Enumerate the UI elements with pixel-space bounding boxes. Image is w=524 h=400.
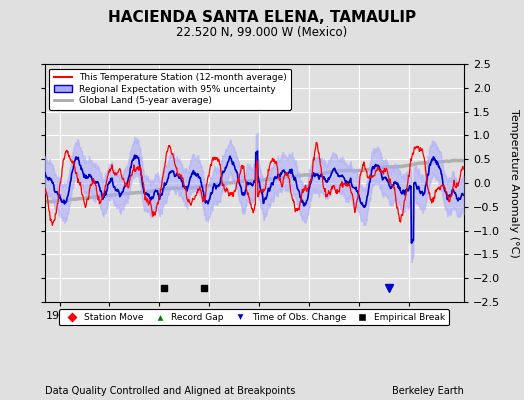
Text: Data Quality Controlled and Aligned at Breakpoints: Data Quality Controlled and Aligned at B… xyxy=(45,386,295,396)
Text: HACIENDA SANTA ELENA, TAMAULIP: HACIENDA SANTA ELENA, TAMAULIP xyxy=(108,10,416,25)
Y-axis label: Temperature Anomaly (°C): Temperature Anomaly (°C) xyxy=(509,109,519,257)
Legend: Station Move, Record Gap, Time of Obs. Change, Empirical Break: Station Move, Record Gap, Time of Obs. C… xyxy=(59,309,449,326)
Text: Berkeley Earth: Berkeley Earth xyxy=(392,386,464,396)
Text: 22.520 N, 99.000 W (Mexico): 22.520 N, 99.000 W (Mexico) xyxy=(177,26,347,39)
Legend: This Temperature Station (12-month average), Regional Expectation with 95% uncer: This Temperature Station (12-month avera… xyxy=(49,68,291,110)
